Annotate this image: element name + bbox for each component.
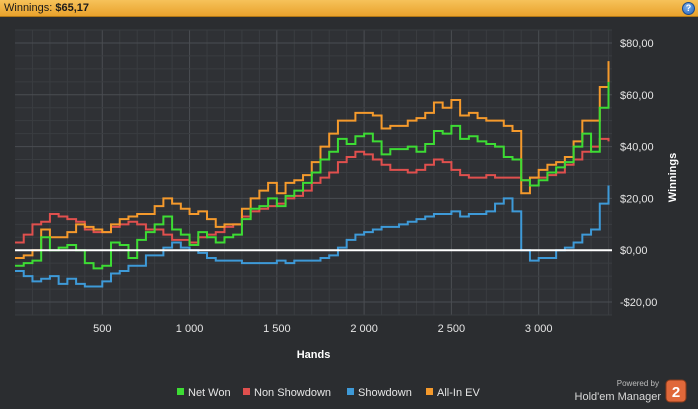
x-axis-title: Hands xyxy=(297,349,331,361)
y-axis-title: Winnings xyxy=(667,153,679,202)
chart-legend: Net Won Non Showdown Showdown All-In EV xyxy=(177,387,480,399)
x-axis-tick-labels: 500 1 000 1 500 2 000 2 500 3 000 xyxy=(93,323,552,335)
winnings-chart: -$20,00 $0,00 $20,00 $40,00 $60,00 $80,00 500… xyxy=(15,29,687,403)
x-tick-label: 500 xyxy=(93,323,111,335)
y-tick-label: -$20,00 xyxy=(620,297,657,309)
title-bar: Winnings: $65,17 ? xyxy=(0,0,698,17)
legend-swatch xyxy=(177,388,184,395)
x-tick-label: 1 500 xyxy=(263,323,291,335)
y-axis-tick-labels: -$20,00 $0,00 $20,00 $40,00 $60,00 $80,00 xyxy=(620,38,657,309)
help-icon[interactable]: ? xyxy=(682,2,695,15)
x-tick-label: 2 000 xyxy=(350,323,378,335)
legend-showdown: Showdown xyxy=(347,387,412,399)
x-tick-label: 1 000 xyxy=(176,323,204,335)
y-tick-label: $80,00 xyxy=(620,38,654,50)
winnings-title-label: Winnings: xyxy=(4,2,53,14)
y-tick-label: $0,00 xyxy=(620,245,648,257)
legend-all-in-ev: All-In EV xyxy=(426,387,480,399)
winnings-title: Winnings: $65,17 xyxy=(4,2,89,14)
legend-net-won: Net Won xyxy=(177,387,231,399)
winnings-title-value: $65,17 xyxy=(55,2,90,14)
legend-label: Non Showdown xyxy=(254,387,331,399)
legend-label: Net Won xyxy=(188,387,231,399)
legend-label: All-In EV xyxy=(437,387,480,399)
net-won-line xyxy=(15,81,610,270)
legend-swatch xyxy=(243,388,250,395)
chart-series-group xyxy=(15,61,610,288)
y-tick-label: $60,00 xyxy=(620,90,654,102)
product-name-text: Hold'em Manager xyxy=(575,391,662,403)
legend-swatch xyxy=(426,388,433,395)
legend-non-showdown: Non Showdown xyxy=(243,387,331,399)
powered-by-text: Powered by xyxy=(617,379,659,388)
y-tick-label: $20,00 xyxy=(620,193,654,205)
holdem-manager-branding: Powered by Hold'em Manager 2 xyxy=(575,379,687,403)
hm2-logo-number: 2 xyxy=(672,384,680,401)
non-showdown-line xyxy=(15,137,610,244)
x-tick-label: 2 500 xyxy=(438,323,466,335)
showdown-line xyxy=(15,185,610,288)
x-tick-label: 3 000 xyxy=(525,323,553,335)
y-tick-label: $40,00 xyxy=(620,142,654,154)
chart-grid xyxy=(15,29,612,316)
hm2-logo-icon xyxy=(665,379,687,403)
legend-swatch xyxy=(347,388,354,395)
legend-label: Showdown xyxy=(358,387,412,399)
